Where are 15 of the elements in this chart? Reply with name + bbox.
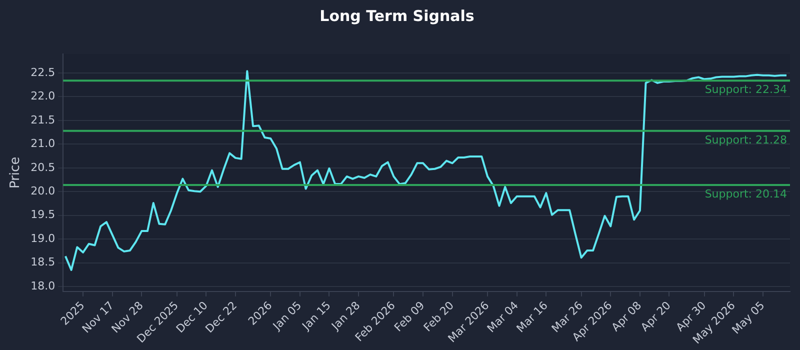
ref-line-label: Support: 20.14	[704, 187, 787, 200]
ref-line-label: Support: 22.34	[704, 82, 787, 96]
y-tick-label: 20.5	[30, 160, 56, 174]
y-tick-label: 18.0	[30, 279, 56, 292]
y-tick-label: 21.0	[30, 137, 56, 150]
y-tick-label: 22.0	[30, 90, 56, 103]
y-tick-label: 18.5	[30, 256, 56, 269]
ref-line-label: Support: 21.28	[704, 133, 787, 146]
y-axis-title: Price	[8, 156, 24, 189]
y-tick-label: 21.5	[30, 113, 56, 126]
y-tick-label: 22.5	[30, 66, 56, 79]
y-tick-label: 20.0	[30, 184, 56, 198]
y-tick-label: 19.5	[30, 208, 56, 222]
y-tick-label: 19.0	[30, 232, 56, 245]
chart-title: Long Term Signals	[320, 6, 474, 25]
